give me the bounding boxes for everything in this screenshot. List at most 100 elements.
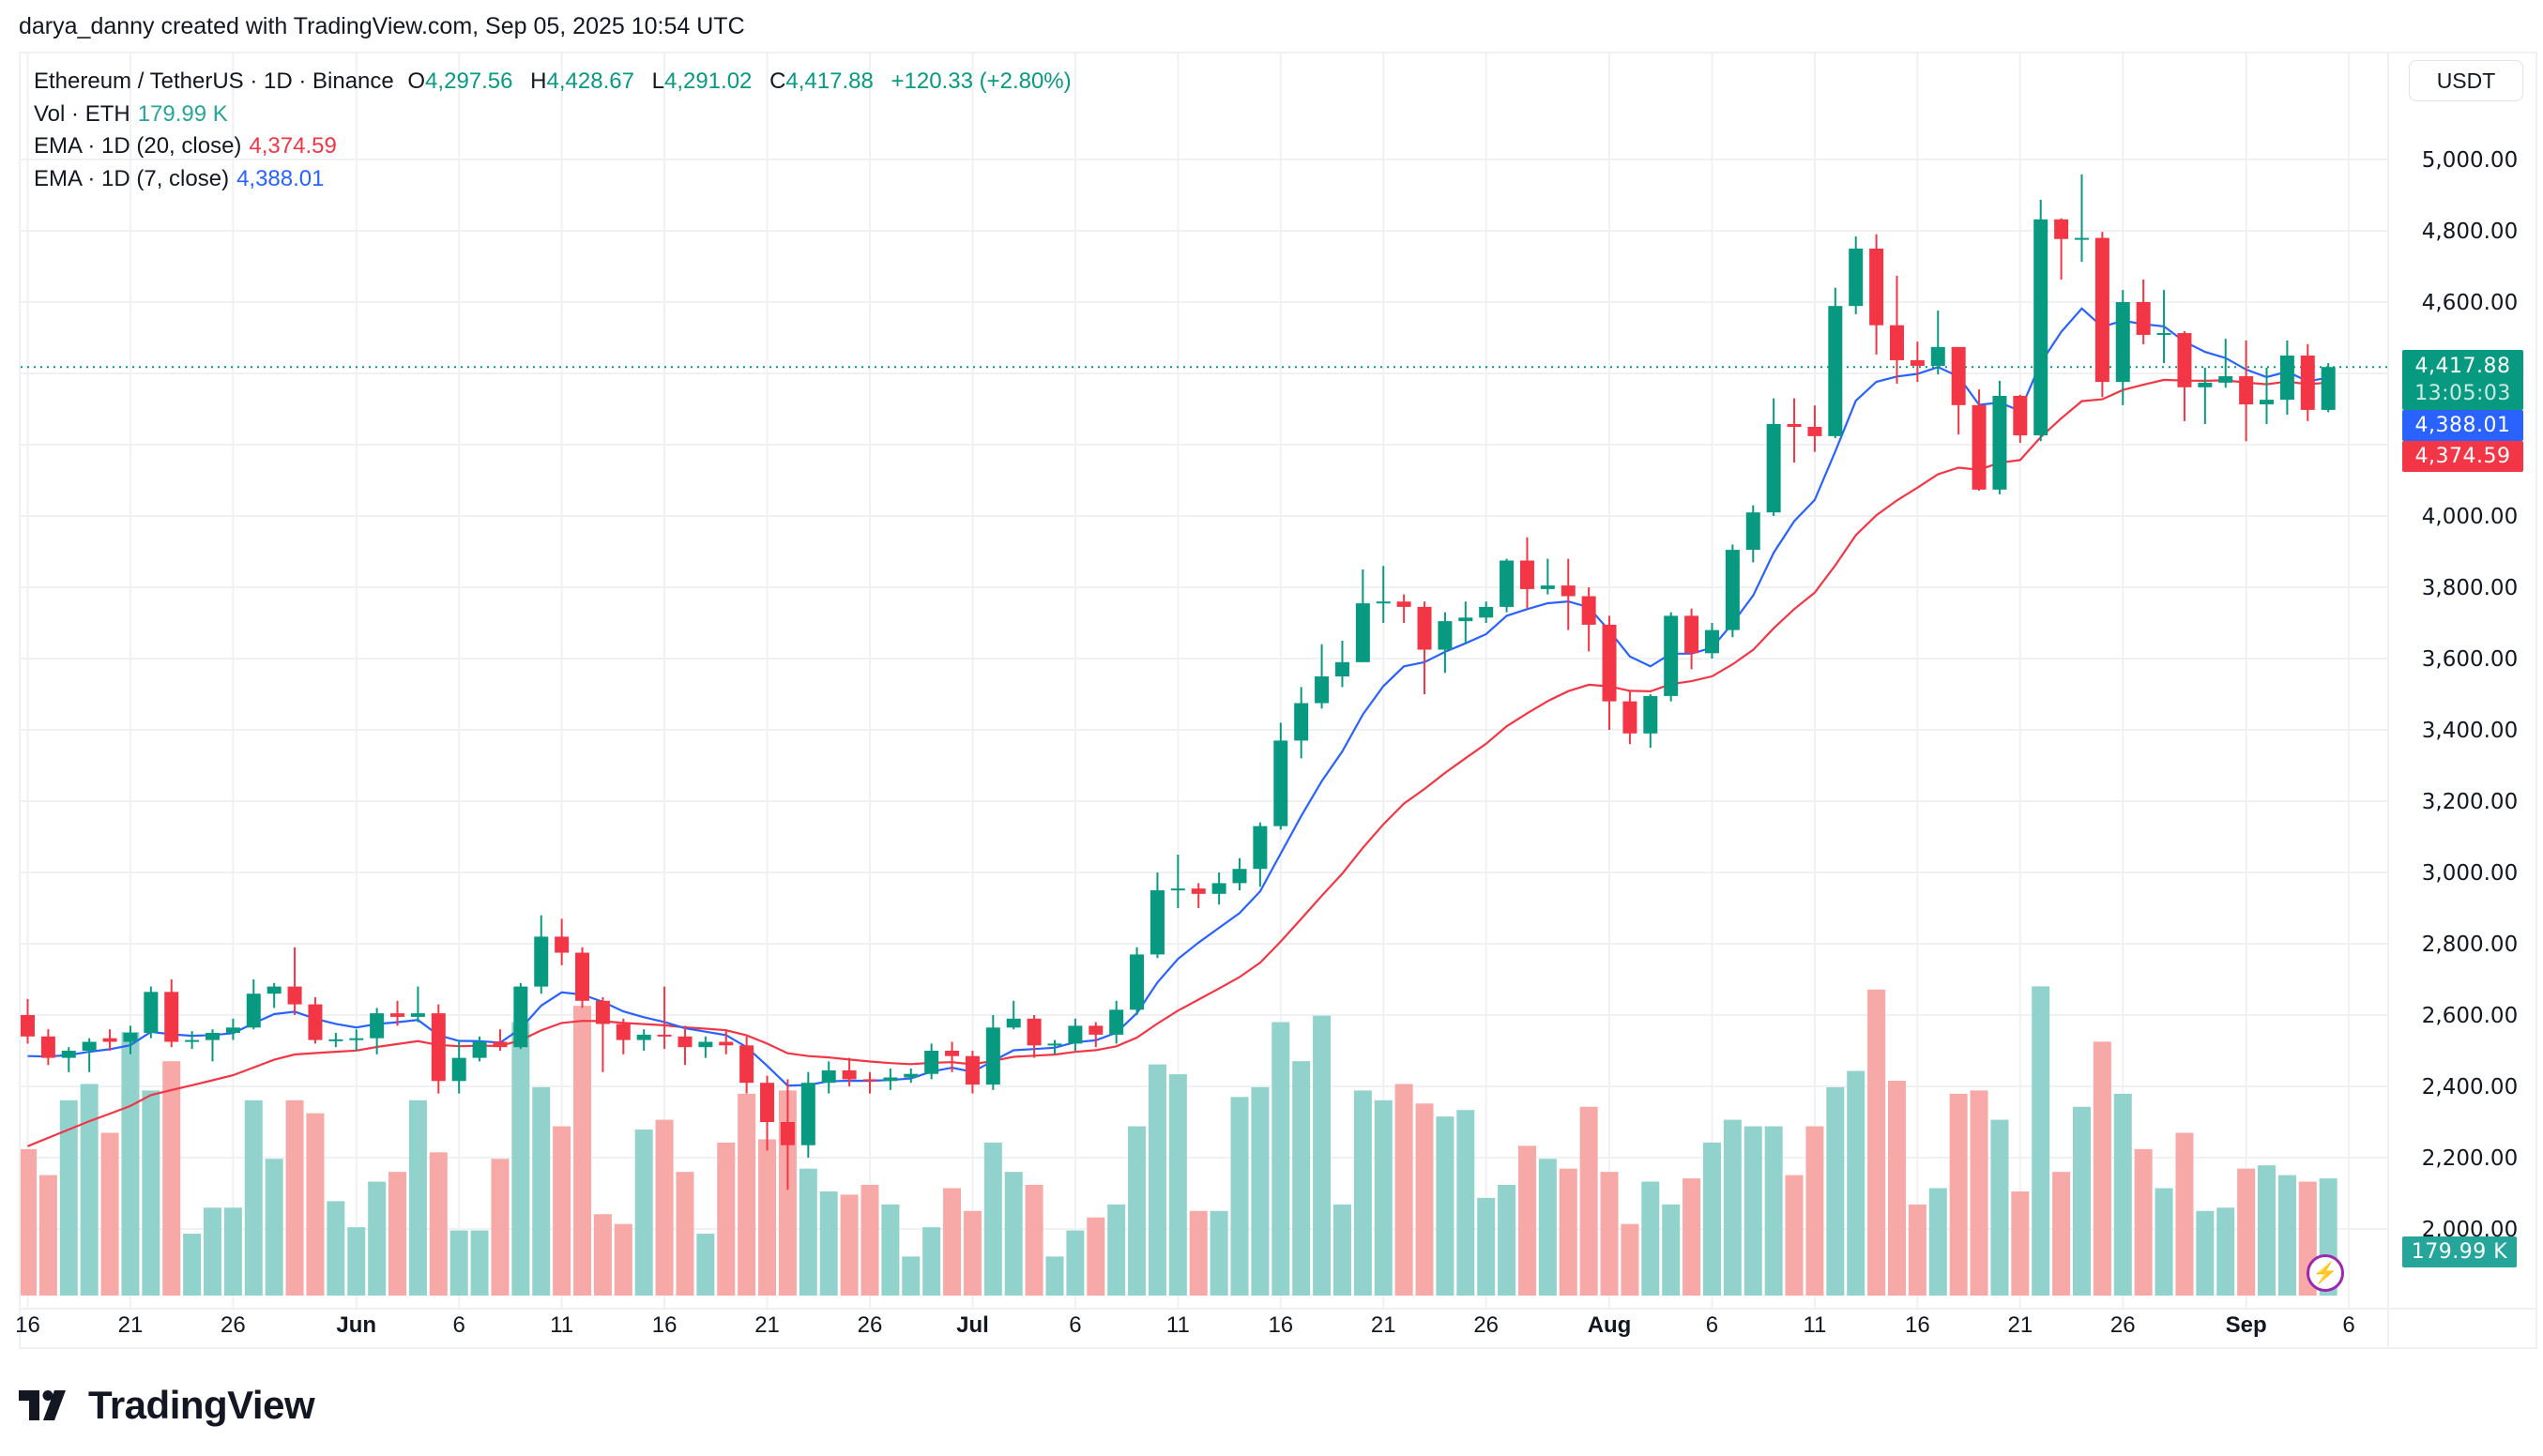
candle: [370, 1008, 385, 1054]
candle: [2013, 394, 2028, 444]
candle-body: [1766, 423, 1781, 513]
time-tick-label: Aug: [1588, 1312, 1632, 1338]
candle: [1704, 623, 1719, 659]
last-price-value: 4,417.88: [2414, 355, 2511, 378]
volume-bar: [717, 1142, 736, 1296]
candle: [1253, 822, 1268, 887]
volume-bar: [1415, 1103, 1434, 1296]
price-tick-label: 3,200.00: [2422, 790, 2518, 814]
volume-bar: [553, 1126, 571, 1296]
time-axis[interactable]: 16 21 26 Jun 6 11 16 21 26 Jul 6 11 16 21 26 Aug 6 11 16 21…: [15, 1312, 2355, 1338]
volume-bar: [1662, 1204, 1681, 1296]
time-tick-label: 26: [1473, 1312, 1499, 1338]
volume-bar: [983, 1142, 1002, 1296]
time-tick-label: 11: [1803, 1312, 1826, 1338]
time-tick-label: 21: [1371, 1312, 1396, 1338]
candle-body: [924, 1051, 939, 1074]
volume-bar: [922, 1227, 941, 1296]
volume-label[interactable]: Vol · ETH: [34, 100, 130, 127]
volume-bar: [1456, 1110, 1475, 1296]
volume-bar: [1990, 1119, 2009, 1296]
candle: [575, 947, 590, 1009]
candle: [1334, 641, 1349, 688]
candle: [185, 1031, 200, 1050]
candle-body: [1355, 603, 1370, 662]
candle-body: [451, 1057, 466, 1082]
ema7-value: 4,388.01: [236, 165, 325, 191]
volume-bar: [491, 1159, 510, 1296]
candle-body: [390, 1013, 405, 1017]
candle: [2321, 363, 2336, 413]
candle: [2156, 290, 2171, 363]
time-tick-label: Sep: [2226, 1312, 2267, 1338]
candle-body: [2094, 237, 2109, 383]
candle: [2218, 339, 2233, 388]
candle-body: [2054, 219, 2069, 239]
volume-bar: [2216, 1207, 2235, 1296]
candle: [1130, 947, 1145, 1015]
candle-body: [1972, 404, 1987, 490]
volume-bar: [2093, 1041, 2111, 1296]
candle: [1992, 380, 2007, 494]
candle-body: [595, 1000, 610, 1024]
price-tick-label: 2,200.00: [2422, 1146, 2518, 1171]
candle: [308, 997, 323, 1044]
candle-body: [1438, 621, 1453, 650]
candle-body: [800, 1083, 815, 1145]
candle: [1643, 694, 1658, 748]
candle: [636, 1029, 651, 1051]
symbol-title[interactable]: Ethereum / TetherUS · 1D · Binance: [34, 68, 394, 94]
volume-bar: [429, 1152, 448, 1296]
volume-bar: [943, 1188, 962, 1296]
lightning-icon[interactable]: ⚡: [2307, 1254, 2344, 1292]
volume-bar: [2134, 1148, 2153, 1296]
candle-body: [2156, 333, 2171, 336]
candle-body: [760, 1083, 775, 1122]
candle: [1479, 601, 1494, 623]
candle: [985, 1015, 1000, 1090]
candle: [780, 1079, 795, 1191]
time-tick-label: 6: [1069, 1312, 1081, 1338]
volume-bar: [183, 1234, 202, 1296]
currency-button[interactable]: USDT: [2409, 60, 2523, 101]
ema7-label[interactable]: EMA · 1D (7, close): [34, 165, 230, 191]
volume-bar: [121, 1031, 140, 1296]
candle-body: [2218, 376, 2233, 383]
volume-bar: [860, 1185, 879, 1296]
candle: [1910, 341, 1925, 383]
candle-body: [2321, 367, 2336, 410]
price-axis[interactable]: 5,000.00 4,800.00 4,600.00 4,000.00 3,800.00…: [2422, 148, 2518, 1242]
volume-bar: [1887, 1080, 1906, 1296]
candle-body: [61, 1051, 76, 1058]
volume-bar: [1723, 1119, 1742, 1296]
candle: [616, 1018, 631, 1054]
volume-bar: [1764, 1126, 1783, 1296]
candle: [965, 1051, 980, 1094]
candle: [164, 979, 179, 1048]
candle-body: [616, 1024, 631, 1040]
candle: [472, 1036, 487, 1062]
candle: [2177, 331, 2192, 421]
candle: [1211, 872, 1226, 905]
volume-bar: [1066, 1230, 1085, 1296]
candle: [595, 997, 610, 1072]
candle-body: [1725, 550, 1740, 630]
tradingview-logo[interactable]: TradingView: [19, 1383, 315, 1428]
candle-body: [780, 1122, 795, 1145]
price-tick-label: 2,400.00: [2422, 1075, 2518, 1100]
volume-bar: [840, 1194, 859, 1296]
bar-countdown: 13:05:03: [2414, 382, 2511, 405]
candle-body: [308, 1004, 323, 1040]
volume-bar: [738, 1093, 756, 1296]
price-tick-label: 3,000.00: [2422, 861, 2518, 886]
candle: [1109, 1000, 1124, 1044]
candle: [1068, 1018, 1083, 1051]
ema-lines: [21, 307, 2388, 1147]
volume-tag: 179.99 K: [2402, 1236, 2517, 1267]
ema20-label[interactable]: EMA · 1D (20, close): [34, 133, 242, 159]
candle: [390, 1000, 405, 1026]
brand-name: TradingView: [88, 1383, 315, 1427]
candle: [206, 1029, 221, 1062]
candle-body: [698, 1041, 713, 1048]
